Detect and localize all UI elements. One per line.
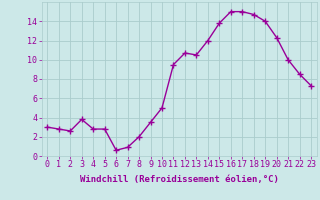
X-axis label: Windchill (Refroidissement éolien,°C): Windchill (Refroidissement éolien,°C): [80, 175, 279, 184]
